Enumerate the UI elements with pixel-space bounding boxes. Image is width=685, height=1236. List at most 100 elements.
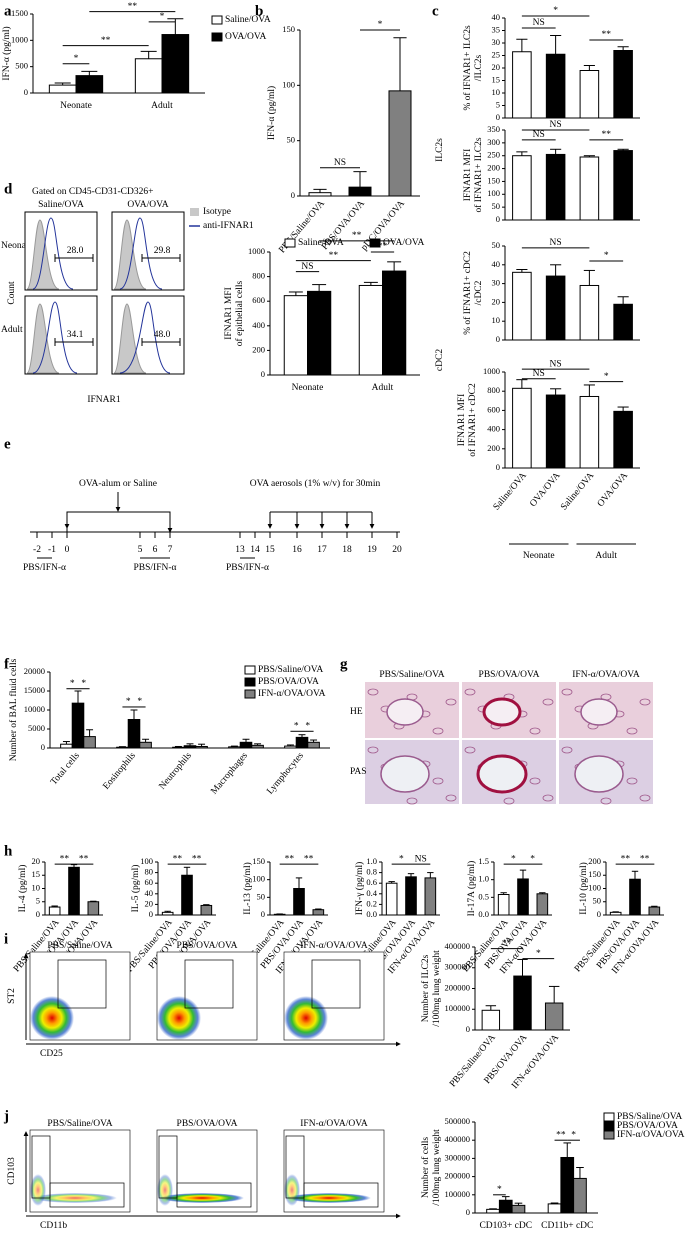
y-tick-label: 400000 (445, 1134, 471, 1144)
bar (295, 736, 309, 749)
y-tick-label: 0 (149, 909, 153, 919)
bar (307, 290, 332, 376)
bar (283, 295, 308, 376)
significance-label: ** (329, 251, 339, 261)
tissue-detail (561, 688, 573, 696)
y-axis-label: /100mg lung weight (432, 950, 442, 1027)
legend-label: PBS/OVA/OVA (617, 1121, 678, 1131)
y-axis-label: % of IFNAR1+ ILC2s (462, 25, 473, 111)
x-tick-label: CD103+ cDC (479, 1221, 532, 1231)
y-axis-label: ST2 (7, 988, 17, 1004)
y-axis-label: /100mg lung weight (432, 1129, 442, 1206)
y-axis-label: Number of BAL fluid cells (8, 658, 19, 761)
column-label: PBS/Saline/OVA (379, 670, 444, 680)
y-tick-label: 100000 (445, 1003, 471, 1013)
y-axis-label: Il-17A (pg/ml) (466, 861, 477, 917)
gate-label: Gated on CD45-CD31-CD326+ (32, 187, 153, 197)
density (284, 1174, 300, 1206)
y-axis-label: IL-5 (pg/ml) (130, 865, 141, 913)
legend-label: Isotype (203, 207, 231, 217)
bar (239, 741, 253, 749)
legend-label: Saline/OVA (298, 238, 344, 248)
significance-label: NS (334, 158, 346, 168)
x-tick-label: Macrophages (209, 751, 250, 797)
x-tick-label: Eosinophils (101, 751, 138, 792)
bar (579, 284, 600, 341)
y-tick-label: 20 (32, 856, 41, 866)
day-label: -1 (48, 545, 56, 555)
bar (181, 874, 193, 916)
significance-label: * (305, 721, 310, 731)
bar (573, 1177, 587, 1214)
column-label: PBS/OVA/OVA (177, 941, 238, 951)
treatment-label: PBS/IFN-α (134, 563, 177, 573)
day-label: 5 (138, 545, 143, 555)
significance-label: NS (301, 262, 313, 272)
treatment-label: OVA aerosols (1% w/v) for 30min (250, 478, 381, 489)
y-tick-label: 10 (32, 882, 41, 892)
y-axis-label: IL-10 (pg/ml) (578, 862, 589, 915)
y-tick-label: 5000 (28, 723, 45, 733)
significance-label: * (294, 721, 299, 731)
bar (48, 906, 61, 916)
column-label: PBS/Saline/OVA (47, 941, 112, 951)
legend-swatch (211, 15, 223, 25)
significance-label: ** (602, 30, 612, 40)
density (160, 1193, 244, 1203)
legend-swatch (244, 677, 256, 687)
bar (613, 303, 633, 341)
legend-label: OVA/OVA (225, 32, 266, 42)
tissue-detail (639, 698, 651, 706)
significance-label: ** (304, 854, 314, 864)
significance-label: * (571, 1130, 576, 1140)
airway (574, 755, 624, 793)
y-axis-label: /ILC2s (474, 55, 484, 82)
y-tick-label: 800 (252, 271, 265, 281)
airway (386, 698, 424, 726)
significance-label: * (604, 251, 609, 261)
gate-percentage: 48.0 (154, 330, 171, 340)
y-tick-label: 0 (466, 1024, 470, 1034)
density (284, 996, 328, 1040)
bar (405, 876, 417, 916)
bar (560, 1156, 575, 1214)
tissue-detail (626, 727, 638, 735)
bar (512, 51, 532, 119)
y-tick-label: 0.2 (366, 898, 377, 908)
y-axis-label: of IFNAR1+ cDC2 (467, 383, 478, 457)
antibody-histogram (119, 301, 171, 374)
y-tick-label: 1.0 (478, 874, 489, 884)
y-tick-label: 100 (588, 882, 601, 892)
x-tick-label: Adult (372, 383, 394, 393)
row-label: HE (350, 707, 363, 717)
y-tick-label: 200 (487, 163, 500, 173)
legend-swatch (603, 1121, 615, 1131)
legend-label: IFN-α/OVA/OVA (258, 689, 326, 699)
significance-label: ** (502, 939, 512, 949)
bar (87, 901, 100, 916)
y-axis-label: IFNAR1 MFI (463, 149, 473, 202)
bar (486, 1208, 500, 1214)
y-tick-label: 100000 (445, 1189, 471, 1199)
gate-percentage: 28.0 (67, 246, 84, 256)
density (30, 1174, 46, 1206)
y-axis-label: IFNAR1 MFI (224, 287, 234, 340)
column-label: IFN-α/OVA/OVA (572, 670, 640, 680)
legend-label: PBS/Saline/OVA (617, 1112, 682, 1122)
significance-label: ** (79, 854, 89, 864)
y-tick-label: 0 (24, 87, 28, 97)
legend-swatch (369, 238, 381, 248)
bar (127, 719, 141, 749)
y-tick-label: 0.0 (478, 909, 489, 919)
y-tick-label: 600 (252, 295, 265, 305)
tissue-detail (445, 698, 457, 706)
gate (49, 1182, 125, 1208)
tissue-detail (432, 727, 444, 735)
day-label: 14 (250, 545, 260, 555)
bar (183, 745, 197, 749)
x-tick-label: Neonate (60, 101, 92, 111)
bar (71, 702, 85, 749)
y-axis-label: of IFNAR1+ ILC2s (473, 137, 484, 212)
